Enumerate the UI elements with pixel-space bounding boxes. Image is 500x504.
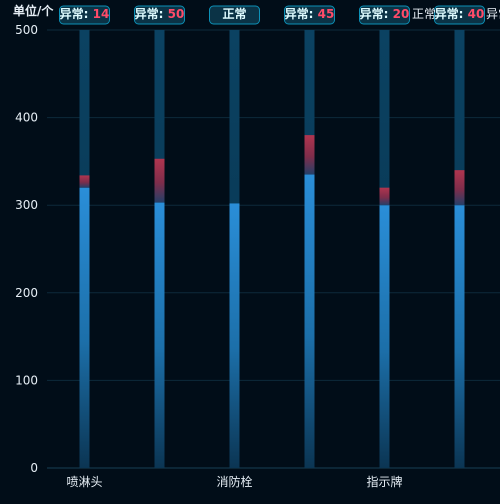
normal-bar-4 — [380, 205, 390, 468]
status-label-colon-3: : — [309, 7, 318, 21]
status-label-text-4: 异常 — [360, 6, 384, 21]
status-label-text-1: 异常 — [135, 6, 159, 21]
status-label-3: 异常: 45 — [285, 6, 335, 21]
status-label-text-3: 异常 — [285, 6, 309, 21]
status-label-value-3: 45 — [318, 7, 335, 21]
grid-lines — [47, 30, 500, 468]
y-axis-title: 单位/个 — [13, 3, 54, 18]
status-label-4: 异常: 20 — [360, 6, 410, 21]
abnormal-bar-1 — [155, 159, 165, 203]
status-label-value-0: 14 — [93, 7, 110, 21]
x-tick-label-2: 消防栓 — [216, 474, 252, 489]
status-label-1: 异常: 50 — [135, 6, 185, 21]
status-label-text-5: 异常 — [435, 6, 459, 21]
abnormal-bar-3 — [305, 135, 315, 174]
status-label-colon-5: : — [459, 7, 468, 21]
status-label-value-1: 50 — [168, 7, 185, 21]
y-tick-label-2: 200 — [15, 286, 38, 300]
abnormal-bar-0 — [80, 175, 90, 187]
status-label-0: 异常: 14 — [60, 6, 110, 21]
y-tick-label-0: 0 — [30, 461, 38, 475]
status-label-colon-0: : — [84, 7, 93, 21]
overflow-label-abnormal: 异常 — [486, 7, 500, 21]
bars — [80, 30, 465, 468]
overflow-label-normal: 正常 — [412, 7, 436, 21]
y-tick-label-3: 300 — [15, 198, 38, 212]
y-tick-label-1: 100 — [15, 373, 38, 387]
x-tick-label-0: 喷淋头 — [66, 475, 102, 489]
y-tick-label-4: 400 — [15, 111, 38, 125]
status-label-2: 正常 — [222, 6, 246, 21]
status-label-text-2: 正常 — [222, 6, 246, 21]
status-label-colon-1: : — [159, 7, 168, 21]
normal-bar-2 — [230, 203, 240, 468]
status-label-value-4: 20 — [393, 7, 410, 21]
status-label-text-0: 异常 — [60, 6, 84, 21]
normal-bar-1 — [155, 203, 165, 468]
abnormal-bar-4 — [380, 188, 390, 206]
y-tick-label-5: 500 — [15, 23, 38, 37]
x-axis-labels: 喷淋头 消防栓 指示牌 — [66, 474, 402, 489]
status-label-colon-4: : — [384, 7, 393, 21]
normal-bar-3 — [305, 175, 315, 468]
normal-bar-5 — [455, 205, 465, 468]
status-label-5: 异常: 40 — [435, 6, 485, 21]
x-tick-label-4: 指示牌 — [366, 474, 402, 489]
status-label-value-5: 40 — [468, 7, 485, 21]
abnormal-bar-5 — [455, 170, 465, 205]
normal-bar-0 — [80, 188, 90, 468]
